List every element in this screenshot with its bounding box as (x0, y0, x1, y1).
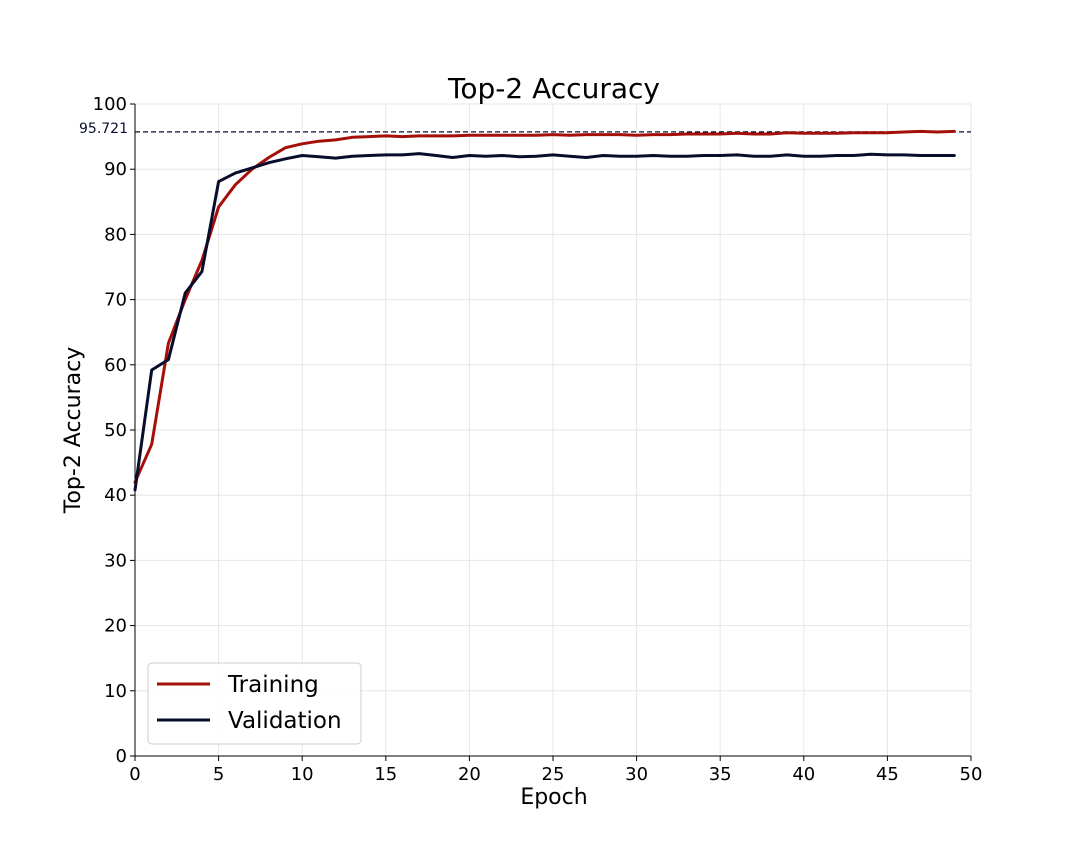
y-tick-label: 50 (104, 420, 127, 441)
x-tick-label: 25 (542, 764, 565, 785)
reference-line-label: 95.721 (79, 121, 128, 137)
y-tick-label: 100 (93, 94, 127, 115)
chart-title: Top-2 Accuracy (447, 72, 660, 105)
y-tick-label: 0 (116, 746, 127, 767)
y-tick-label: 90 (104, 159, 127, 180)
y-tick-label: 70 (104, 290, 127, 311)
x-tick-label: 10 (291, 764, 314, 785)
series-lines (133, 129, 956, 492)
grid (135, 103, 972, 756)
legend-label-training: Training (227, 672, 319, 698)
legend: Training Validation (147, 662, 362, 745)
y-tick-label: 80 (104, 224, 127, 245)
y-tick-label: 60 (104, 355, 127, 376)
x-tick-label: 35 (709, 764, 732, 785)
y-tick-label: 30 (104, 550, 127, 571)
x-tick-label: 20 (458, 764, 481, 785)
x-tick-label: 40 (792, 764, 815, 785)
series-line-validation (133, 152, 956, 492)
x-tick-label: 30 (625, 764, 648, 785)
x-tick-label: 50 (960, 764, 983, 785)
x-tick-label: 0 (129, 764, 140, 785)
y-tick-label: 20 (104, 616, 127, 637)
x-tick-label: 15 (374, 764, 397, 785)
y-tick-label: 40 (104, 485, 127, 506)
y-tick-label: 10 (104, 681, 127, 702)
x-ticks: 0 5 10 15 20 25 30 35 40 45 50 (129, 756, 982, 785)
x-axis-title: Epoch (520, 785, 587, 810)
legend-label-validation: Validation (228, 708, 342, 734)
y-axis-title: Top-2 Accuracy (61, 347, 86, 515)
x-tick-label: 45 (876, 764, 899, 785)
y-ticks: 0 10 20 30 40 50 60 70 80 90 100 (93, 94, 135, 767)
x-tick-label: 5 (213, 764, 224, 785)
series-line-training (133, 129, 956, 484)
